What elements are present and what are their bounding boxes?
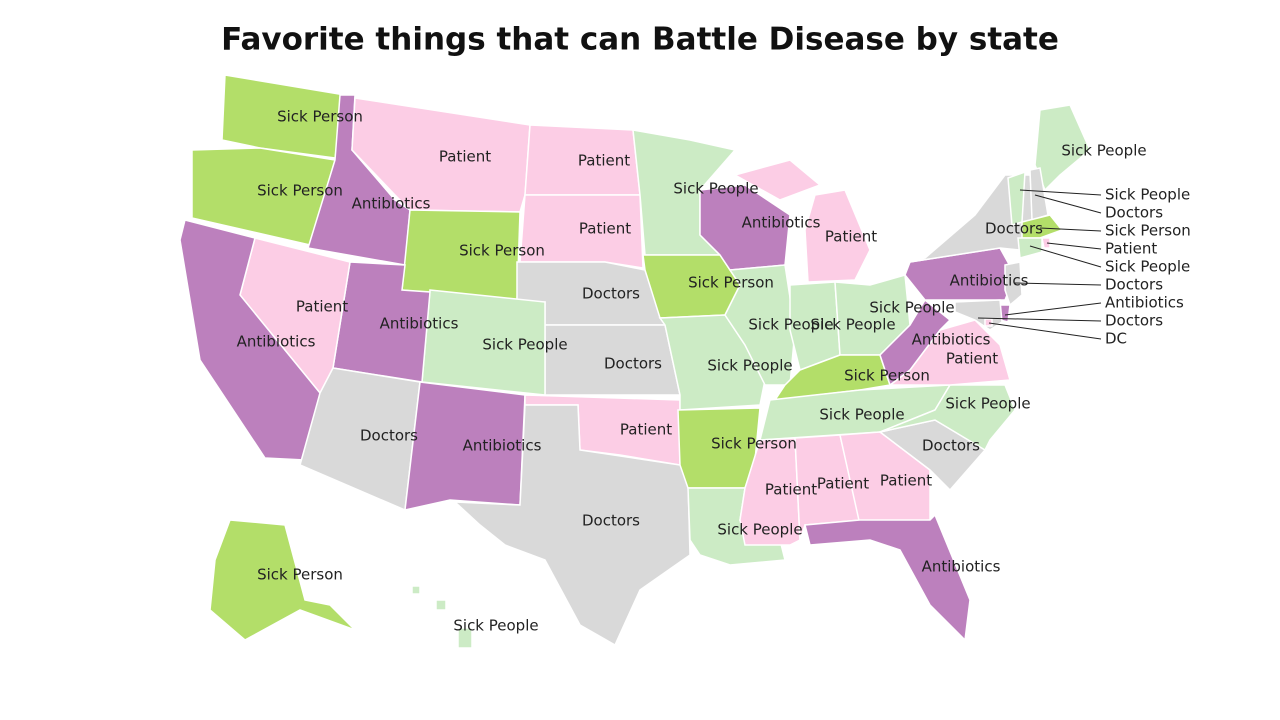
states <box>179 74 1091 649</box>
state <box>804 513 971 642</box>
state-label: Sick People <box>819 406 904 424</box>
state-label: Sick Person <box>257 566 343 584</box>
state-label: Sick People <box>1105 258 1190 276</box>
state-label: Sick Person <box>459 242 545 260</box>
state <box>209 519 356 641</box>
state-label: Antibiotics <box>237 333 316 351</box>
state-label: Patient <box>579 220 631 238</box>
state-label: Sick Person <box>711 435 797 453</box>
state-label: DC <box>1105 330 1127 348</box>
state-label: Antibiotics <box>912 331 991 349</box>
state-label: Antibiotics <box>380 315 459 333</box>
state-label: Patient <box>620 421 672 439</box>
state <box>411 585 421 595</box>
state-label: Antibiotics <box>922 558 1001 576</box>
state-label: Sick People <box>1061 142 1146 160</box>
state-label: Doctors <box>1105 204 1163 222</box>
state-label: Sick Person <box>1105 222 1191 240</box>
callout-line <box>977 317 1102 322</box>
callout-line <box>1046 242 1102 250</box>
state-label: Doctors <box>604 355 662 373</box>
state <box>299 367 421 512</box>
state <box>404 381 526 511</box>
state-label: Patient <box>880 472 932 490</box>
state-label: Sick Person <box>257 182 343 200</box>
state <box>1021 214 1064 239</box>
state-label: Patient <box>946 350 998 368</box>
state <box>879 298 952 387</box>
state-label: Antibiotics <box>742 214 821 232</box>
state <box>435 599 447 611</box>
state-label: Sick People <box>810 316 895 334</box>
state <box>733 159 822 201</box>
callout-line <box>1029 245 1102 268</box>
state <box>1041 237 1051 249</box>
state-label: Patient <box>825 228 877 246</box>
state-label: Sick People <box>869 299 954 317</box>
state-label: Sick People <box>945 395 1030 413</box>
state-label: Antibiotics <box>1105 294 1184 312</box>
state-label: Sick People <box>748 316 833 334</box>
state <box>984 318 993 327</box>
state <box>839 431 931 526</box>
callout-line <box>1014 282 1102 286</box>
state-label: Patient <box>817 475 869 493</box>
state <box>1017 237 1043 259</box>
state-label: Patient <box>765 481 817 499</box>
state-label: Antibiotics <box>463 437 542 455</box>
state-label: Sick People <box>673 180 758 198</box>
state-label: Sick Person <box>844 367 930 385</box>
state-label: Sick People <box>1105 186 1190 204</box>
state-label: Doctors <box>360 427 418 445</box>
callout-lines <box>977 189 1102 340</box>
state <box>804 189 871 283</box>
state-label: Antibiotics <box>352 195 431 213</box>
state-label: Sick People <box>482 336 567 354</box>
state-label: Sick Person <box>688 274 774 292</box>
state-label: Patient <box>296 298 348 316</box>
callout-line <box>1004 302 1102 316</box>
state-label: Doctors <box>985 220 1043 238</box>
state <box>1034 104 1091 192</box>
state-label: Sick People <box>453 617 538 635</box>
state-label: Doctors <box>1105 276 1163 294</box>
state-label: Doctors <box>922 437 980 455</box>
state <box>879 384 1016 452</box>
callout-line <box>1039 227 1102 232</box>
state-label: Doctors <box>1105 312 1163 330</box>
state <box>221 74 346 159</box>
state <box>452 404 691 647</box>
state <box>1004 261 1023 307</box>
state-label: Sick Person <box>277 108 363 126</box>
state-label: Patient <box>578 152 630 170</box>
state-label: Doctors <box>582 285 640 303</box>
state <box>457 627 473 649</box>
state-label: Sick People <box>707 357 792 375</box>
callout-line <box>1019 189 1102 196</box>
callout-line <box>988 322 1102 340</box>
callout-line <box>1034 194 1102 214</box>
map-title: Favorite things that can Battle Disease … <box>221 22 1059 58</box>
state-label: Sick People <box>717 521 802 539</box>
state-label: Antibiotics <box>950 272 1029 290</box>
state <box>519 194 644 269</box>
state-label: Patient <box>1105 240 1157 258</box>
state-label: Patient <box>439 148 491 166</box>
state <box>724 264 796 386</box>
state-label: Doctors <box>582 512 640 530</box>
